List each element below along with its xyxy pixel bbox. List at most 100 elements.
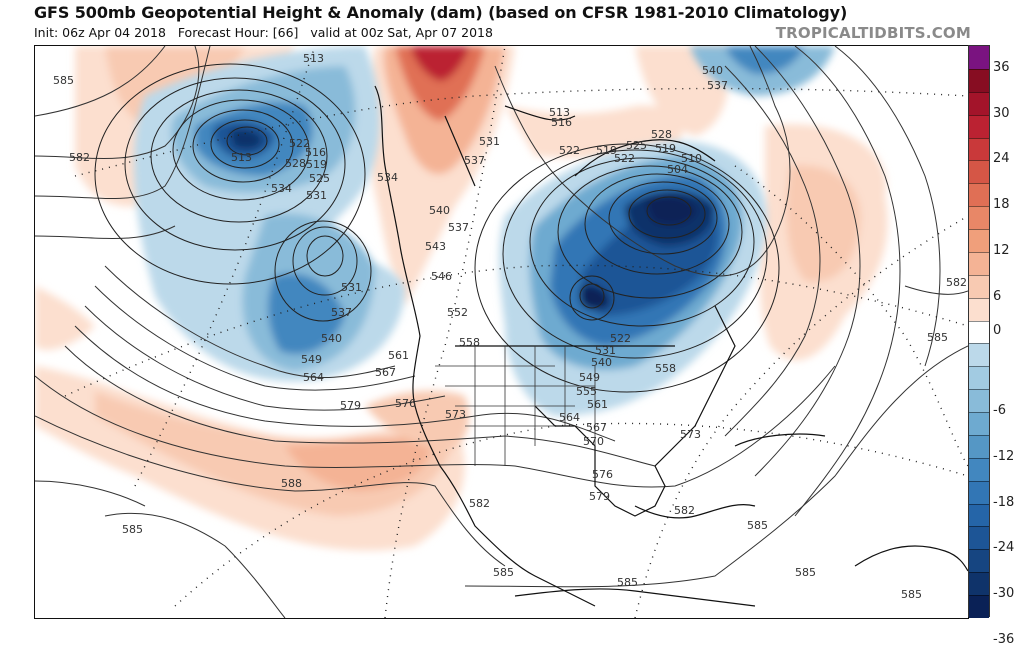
contour-label: 534	[377, 171, 398, 184]
contour-label: 567	[586, 421, 607, 434]
low-center-contours	[94, 63, 780, 393]
contour-label: 522	[614, 152, 635, 165]
colorbar-tick-label: 12	[993, 242, 1010, 258]
contour-label: 558	[655, 362, 676, 375]
contour-label: 579	[589, 490, 610, 503]
contour-label: 564	[303, 371, 324, 384]
contour-label: 573	[445, 408, 466, 421]
contour-label: 561	[587, 398, 608, 411]
colorbar-segment	[969, 320, 989, 344]
colorbar-segment	[969, 389, 989, 413]
colorbar-tick-label: 36	[993, 59, 1010, 75]
contour-label: 546	[431, 270, 452, 283]
contour-label: 582	[674, 504, 695, 517]
coastlines	[374, 85, 968, 607]
contour-label: 564	[559, 411, 580, 424]
colorbar-segment	[969, 274, 989, 298]
contour-label: 522	[610, 332, 631, 345]
colorbar-segment	[969, 434, 989, 458]
contour-label: 576	[395, 397, 416, 410]
contour-label: 516	[305, 146, 326, 159]
colorbar-segment	[969, 572, 989, 596]
colorbar-segment	[969, 46, 989, 69]
contour-label: 513	[231, 151, 252, 164]
colorbar-tick-label: 30	[993, 105, 1010, 121]
state-borders	[435, 346, 596, 466]
contour-label: 540	[702, 64, 723, 77]
contour-label: 513	[549, 106, 570, 119]
contour-label: 585	[122, 523, 143, 536]
colorbar-tick-label: 6	[993, 288, 1002, 304]
colorbar-segment	[969, 412, 989, 435]
colorbar-segment	[969, 251, 989, 275]
colorbar-tick-label: -12	[993, 448, 1015, 464]
colorbar-tick-label: 0	[993, 323, 1002, 338]
contour-label: 585	[795, 566, 816, 579]
colorbar-segment	[969, 183, 989, 207]
colorbar-tick-label: -24	[993, 540, 1015, 556]
contour-label: 528	[285, 157, 306, 170]
contour-label: 510	[681, 152, 702, 165]
contour-label: 531	[306, 189, 327, 202]
contour-label: 585	[53, 74, 74, 87]
colorbar-segment	[969, 114, 989, 138]
contour-label: 537	[448, 221, 469, 234]
colorbar-segment	[969, 343, 989, 367]
colorbar-segment	[969, 595, 989, 618]
colorbar-segment	[969, 160, 989, 184]
colorbar-segment	[969, 68, 989, 92]
height-contours	[35, 46, 968, 618]
colorbar-segment	[969, 480, 989, 504]
map-panel: 585 582 513 513 522 528 534 516 519 525 531 534 537 5…	[34, 45, 969, 619]
contour-label: 543	[425, 240, 446, 253]
forecast-info: Init: 06z Apr 04 2018 Forecast Hour: [66…	[34, 25, 493, 40]
colorbar-segment	[969, 366, 989, 390]
contour-label: 552	[447, 306, 468, 319]
colorbar-tick-label: -18	[993, 494, 1015, 510]
colorbar-segment	[969, 549, 989, 573]
contour-label: 549	[579, 371, 600, 384]
colorbar-segment	[969, 137, 989, 161]
contour-label: 585	[901, 588, 922, 601]
colorbar-segment	[969, 457, 989, 481]
colorbar-tick-label: 24	[993, 151, 1010, 167]
contour-label: 582	[69, 151, 90, 164]
contour-label: 531	[595, 344, 616, 357]
contour-label: 537	[464, 154, 485, 167]
contour-label: 585	[617, 576, 638, 589]
colorbar-segment	[969, 503, 989, 527]
source-watermark: TROPICALTIDBITS.COM	[775, 24, 971, 42]
contour-label: 570	[583, 435, 604, 448]
contour-label: 525	[309, 172, 330, 185]
contour-label: 573	[680, 428, 701, 441]
contour-label: 540	[429, 204, 450, 217]
chart-title: GFS 500mb Geopotential Height & Anomaly …	[34, 3, 848, 22]
contour-label: 561	[388, 349, 409, 362]
contour-label: 513	[303, 52, 324, 65]
contour-label: 537	[707, 79, 728, 92]
contour-label: 555	[576, 385, 597, 398]
contour-labels: 5855825135135225285345165195255315345375…	[53, 52, 967, 601]
colorbar-tick-label: 18	[993, 197, 1010, 213]
contour-label: 528	[651, 128, 672, 141]
contour-label: 549	[301, 353, 322, 366]
contour-label: 522	[289, 137, 310, 150]
contour-label: 504	[667, 163, 688, 176]
colorbar-segment	[969, 526, 989, 550]
colorbar-segment	[969, 91, 989, 115]
contour-label: 525	[626, 139, 647, 152]
contour-label: 519	[596, 144, 617, 157]
contour-label: 582	[469, 497, 490, 510]
contour-label: 531	[341, 281, 362, 294]
contour-label: 540	[321, 332, 342, 345]
contour-label: 534	[271, 182, 292, 195]
contour-label: 582	[946, 276, 967, 289]
contour-label: 522	[559, 144, 580, 157]
contour-label: 588	[281, 477, 302, 490]
colorbar-tick-label: -6	[993, 403, 1006, 419]
negative-anomaly-shading	[134, 46, 835, 416]
colorbar-segment	[969, 229, 989, 252]
contour-label: 519	[655, 142, 676, 155]
contour-label: 531	[479, 135, 500, 148]
anomaly-map-svg: 5855825135135225285345165195255315345375…	[35, 46, 968, 618]
